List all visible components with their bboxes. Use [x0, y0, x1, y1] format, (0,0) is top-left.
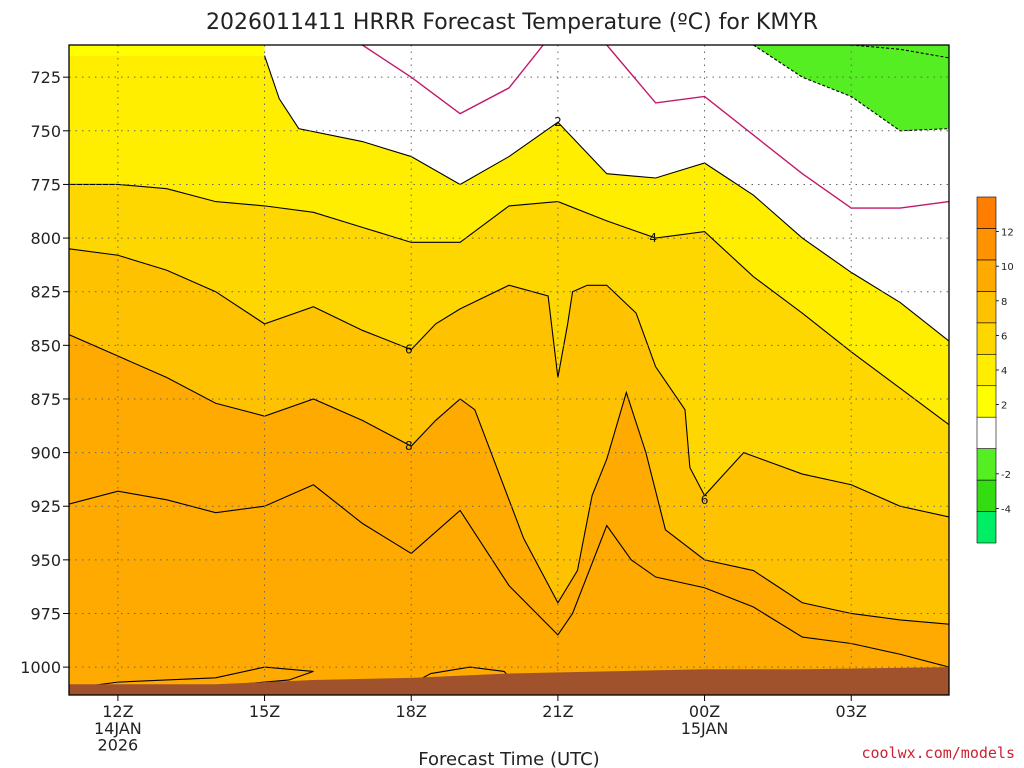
colorbar-swatch — [976, 259, 997, 292]
x-tick-label-line: 15JAN — [681, 719, 729, 738]
band-10-lower — [69, 484, 949, 695]
colorbar: -4 -2 2 4 6 8 10 12 — [976, 196, 1014, 544]
x-tick-label-line: 21Z — [542, 702, 573, 721]
chart-title: 2026011411 HRRR Forecast Temperature (ºC… — [206, 10, 818, 35]
colorbar-tick-label: 8 — [1001, 297, 1007, 308]
x-tick-label: 18Z — [396, 702, 427, 721]
band-neg2 — [753, 45, 949, 131]
contour-label: 2 — [554, 115, 562, 129]
y-tick-label: 925 — [30, 497, 61, 516]
colorbar-swatch — [976, 228, 997, 261]
x-axis: 12Z 14JAN 2026 15Z 18Z 21Z 00Z 15JAN 03Z — [94, 695, 867, 755]
credit-link[interactable]: coolwx.com/models — [861, 744, 1015, 762]
y-tick-label: 800 — [30, 229, 61, 248]
isotherm-2 — [264, 55, 949, 342]
x-tick-label-line: 15Z — [249, 702, 280, 721]
y-axis: 725 750 775 800 825 850 875 900 925 950 975 1000 — [20, 68, 69, 677]
x-tick-label: 00Z 15JAN — [681, 702, 729, 738]
colorbar-swatch — [976, 479, 997, 512]
x-tick-label: 12Z 14JAN 2026 — [94, 702, 142, 755]
y-tick-label: 900 — [30, 444, 61, 463]
colorbar-tick-label: -4 — [1001, 504, 1011, 515]
colorbar-tick-label: 2 — [1001, 401, 1007, 412]
x-axis-label: Forecast Time (UTC) — [418, 749, 599, 768]
band-2-white — [264, 45, 949, 342]
colorbar-swatch — [976, 322, 997, 355]
x-tick-label-line: 00Z — [689, 702, 720, 721]
colorbar-tick-label: 12 — [1001, 228, 1014, 239]
x-tick-label: 03Z — [836, 702, 867, 721]
isotherm-0 — [361, 45, 544, 115]
colorbar-swatch — [976, 353, 997, 387]
colorbar-swatch — [976, 511, 997, 544]
colorbar-swatch — [976, 291, 997, 324]
contour-labels: 2 4 6 8 6 — [405, 115, 708, 507]
y-tick-label: 1000 — [20, 658, 61, 677]
isotherm-4 — [69, 183, 949, 426]
colorbar-tick-label: -2 — [1001, 470, 1011, 481]
y-tick-label: 850 — [30, 336, 61, 355]
y-tick-label: 725 — [30, 68, 61, 87]
colorbar-tick-label: 4 — [1001, 366, 1007, 377]
isotherm-10 — [69, 484, 949, 668]
temperature-bands — [69, 45, 949, 695]
y-tick-label: 775 — [30, 175, 61, 194]
isotherm-8 — [69, 334, 949, 625]
x-tick-label-line: 14JAN — [94, 719, 142, 738]
plot-area: 2 4 6 8 6 — [69, 45, 949, 695]
y-tick-label: 975 — [30, 604, 61, 623]
x-tick-label: 21Z — [542, 702, 573, 721]
y-tick-label: 875 — [30, 390, 61, 409]
contour-label: 8 — [405, 439, 413, 453]
isotherm-6 — [69, 248, 949, 518]
x-tick-label-line: 18Z — [396, 702, 427, 721]
colorbar-swatch — [976, 448, 997, 481]
contour-label: 4 — [649, 231, 657, 245]
colorbar-swatch — [976, 416, 997, 449]
colorbar-swatch — [976, 196, 997, 229]
contour-label: 6 — [701, 493, 709, 507]
grid-lines — [69, 45, 949, 695]
x-tick-label: 15Z — [249, 702, 280, 721]
y-tick-label: 950 — [30, 551, 61, 570]
x-tick-label-line: 03Z — [836, 702, 867, 721]
plot-frame — [68, 44, 950, 696]
colorbar-swatch — [976, 385, 997, 418]
contour-label: 6 — [405, 343, 413, 357]
isotherm-neg2 — [753, 45, 949, 132]
isotherm-0_5 — [606, 45, 949, 209]
y-tick-label: 825 — [30, 283, 61, 302]
isotherm-neg4 — [851, 45, 949, 59]
colorbar-tick-label: 6 — [1001, 331, 1007, 342]
colorbar-tick-label: 10 — [1001, 262, 1014, 273]
ground-surface — [69, 667, 949, 695]
y-tick-label: 750 — [30, 122, 61, 141]
x-tick-label-line: 12Z — [102, 702, 133, 721]
x-tick-label-line: 2026 — [98, 736, 139, 755]
